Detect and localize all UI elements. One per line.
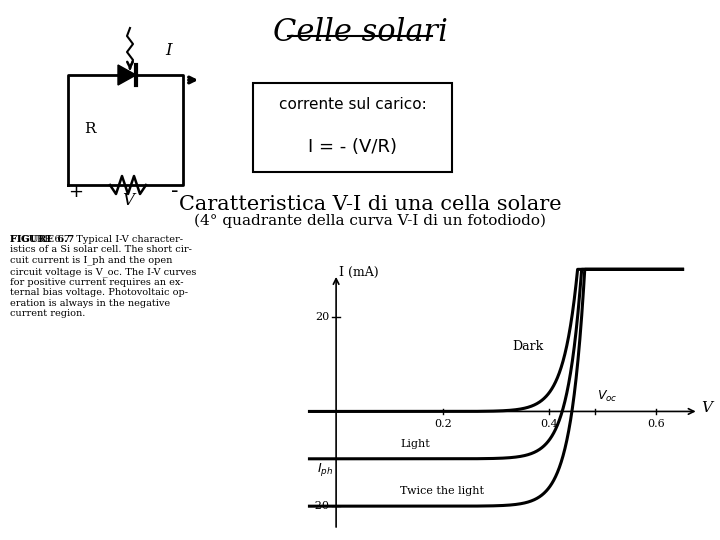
Text: 0.2: 0.2 xyxy=(434,418,451,429)
Text: $V_{oc}$: $V_{oc}$ xyxy=(598,389,618,404)
Text: 0.4: 0.4 xyxy=(541,418,558,429)
Text: FIGURE 6.7  Typical I-V character-
istics of a Si solar cell. The short cir-
cui: FIGURE 6.7 Typical I-V character- istics… xyxy=(10,235,197,318)
Text: I (mA): I (mA) xyxy=(339,266,379,279)
Text: -20: -20 xyxy=(312,501,330,511)
Text: I: I xyxy=(165,42,171,59)
Text: V: V xyxy=(122,192,134,209)
Text: FIGURE 6.7: FIGURE 6.7 xyxy=(10,235,74,244)
Text: Twice the light: Twice the light xyxy=(400,487,484,496)
Text: (4° quadrante della curva V-I di un fotodiodo): (4° quadrante della curva V-I di un foto… xyxy=(194,214,546,228)
Text: 0.6: 0.6 xyxy=(647,418,665,429)
Text: I = - (V/R): I = - (V/R) xyxy=(308,138,397,156)
Text: +: + xyxy=(68,183,84,201)
Text: corrente sul carico:: corrente sul carico: xyxy=(279,97,426,112)
Text: $I_{ph}$: $I_{ph}$ xyxy=(318,461,333,478)
Text: -: - xyxy=(171,181,179,201)
Polygon shape xyxy=(118,65,136,85)
Text: 20: 20 xyxy=(315,312,330,322)
Text: V: V xyxy=(701,401,712,415)
Text: R: R xyxy=(84,122,96,136)
Text: Caratteristica V-I di una cella solare: Caratteristica V-I di una cella solare xyxy=(179,195,562,214)
Text: Light: Light xyxy=(400,439,430,449)
FancyBboxPatch shape xyxy=(253,83,452,172)
Text: Dark: Dark xyxy=(512,340,544,353)
Text: Celle solari: Celle solari xyxy=(273,17,447,48)
